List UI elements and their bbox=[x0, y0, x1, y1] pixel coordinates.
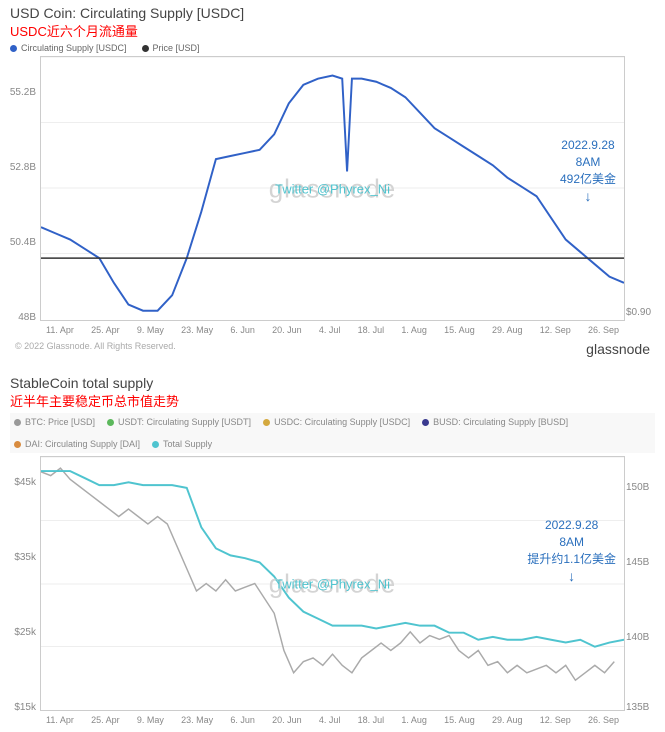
x-tick: 9. May bbox=[137, 715, 164, 725]
arrow-down-icon: ↓ bbox=[560, 187, 616, 207]
chart1-legend: Circulating Supply [USDC] Price [USD] bbox=[10, 43, 655, 53]
y-tick: $15k bbox=[14, 702, 36, 713]
chart2-x-axis: 11. Apr 25. Apr 9. May 23. May 6. Jun 20. Jun… bbox=[41, 715, 624, 725]
x-tick: 11. Apr bbox=[46, 325, 74, 335]
legend-item: Total Supply bbox=[152, 439, 212, 449]
x-tick: 15. Aug bbox=[444, 715, 475, 725]
x-tick: 25. Apr bbox=[91, 715, 120, 725]
y-tick-right: $0.90 bbox=[626, 307, 651, 318]
chart2-container: StableCoin total supply 近半年主要稳定币总市值走势 BT… bbox=[0, 370, 665, 716]
x-tick: 15. Aug bbox=[444, 325, 475, 335]
chart2-twitter-label: Twitter @Phyrex_Ni bbox=[275, 576, 390, 591]
annotation-value: 提升约1.1亿美金 bbox=[527, 551, 616, 568]
chart2-title: StableCoin total supply bbox=[10, 375, 655, 391]
x-tick: 11. Apr bbox=[46, 715, 74, 725]
y-tick-right: 145B bbox=[626, 557, 649, 568]
x-tick: 6. Jun bbox=[230, 325, 255, 335]
chart1-footer: © 2022 Glassnode. All Rights Reserved. g… bbox=[10, 341, 655, 357]
chart1-container: USD Coin: Circulating Supply [USDC] USDC… bbox=[0, 0, 665, 362]
brand-label: glassnode bbox=[586, 341, 650, 357]
y-tick: 48B bbox=[18, 312, 36, 323]
y-tick: $35k bbox=[14, 552, 36, 563]
chart1-annotation: 2022.9.28 8AM 492亿美金 ↓ bbox=[560, 137, 616, 207]
x-tick: 18. Jul bbox=[358, 715, 385, 725]
y-tick-right: 150B bbox=[626, 482, 649, 493]
x-tick: 29. Aug bbox=[492, 715, 523, 725]
x-tick: 12. Sep bbox=[540, 325, 571, 335]
x-tick: 23. May bbox=[181, 325, 213, 335]
y-tick-right: 135B bbox=[626, 702, 649, 713]
chart2-plot-area: glassnode Twitter @Phyrex_Ni 2022.9.28 8… bbox=[40, 456, 625, 711]
x-tick: 26. Sep bbox=[588, 715, 619, 725]
y-tick: $45k bbox=[14, 477, 36, 488]
x-tick: 26. Sep bbox=[588, 325, 619, 335]
legend-item: Circulating Supply [USDC] bbox=[10, 43, 127, 53]
chart1-plot-area: glassnode Twitter @Phyrex_Ni 2022.9.28 8… bbox=[40, 56, 625, 321]
legend-item: BTC: Price [USD] bbox=[14, 417, 95, 427]
x-tick: 4. Jul bbox=[319, 715, 341, 725]
legend-item: USDT: Circulating Supply [USDT] bbox=[107, 417, 251, 427]
annotation-date: 2022.9.28 bbox=[527, 517, 616, 534]
x-tick: 4. Jul bbox=[319, 325, 341, 335]
x-tick: 23. May bbox=[181, 715, 213, 725]
annotation-date: 2022.9.28 bbox=[560, 137, 616, 154]
annotation-time: 8AM bbox=[527, 534, 616, 551]
y-tick: 50.4B bbox=[10, 237, 36, 248]
chart1-subtitle: USDC近六个月流通量 bbox=[10, 21, 655, 40]
annotation-value: 492亿美金 bbox=[560, 171, 616, 188]
y-tick-right: 140B bbox=[626, 632, 649, 643]
x-tick: 18. Jul bbox=[358, 325, 385, 335]
x-tick: 25. Apr bbox=[91, 325, 120, 335]
x-tick: 9. May bbox=[137, 325, 164, 335]
chart2-subtitle: 近半年主要稳定币总市值走势 bbox=[10, 391, 655, 410]
chart1-twitter-label: Twitter @Phyrex_Ni bbox=[275, 181, 390, 196]
x-tick: 29. Aug bbox=[492, 325, 523, 335]
y-tick: 52.8B bbox=[10, 162, 36, 173]
copyright-text: © 2022 Glassnode. All Rights Reserved. bbox=[15, 341, 176, 357]
legend-item: BUSD: Circulating Supply [BUSD] bbox=[422, 417, 568, 427]
legend-item: USDC: Circulating Supply [USDC] bbox=[263, 417, 410, 427]
x-tick: 1. Aug bbox=[401, 715, 427, 725]
y-tick: $25k bbox=[14, 627, 36, 638]
x-tick: 12. Sep bbox=[540, 715, 571, 725]
x-tick: 20. Jun bbox=[272, 325, 302, 335]
chart2-legend: BTC: Price [USD] USDT: Circulating Supply… bbox=[10, 413, 655, 453]
annotation-time: 8AM bbox=[560, 154, 616, 171]
x-tick: 20. Jun bbox=[272, 715, 302, 725]
legend-item: DAI: Circulating Supply [DAI] bbox=[14, 439, 140, 449]
chart1-x-axis: 11. Apr 25. Apr 9. May 23. May 6. Jun 20. Jun… bbox=[41, 325, 624, 335]
chart1-title: USD Coin: Circulating Supply [USDC] bbox=[10, 5, 655, 21]
legend-item: Price [USD] bbox=[142, 43, 200, 53]
x-tick: 6. Jun bbox=[230, 715, 255, 725]
x-tick: 1. Aug bbox=[401, 325, 427, 335]
y-tick: 55.2B bbox=[10, 87, 36, 98]
arrow-down-icon: ↓ bbox=[527, 567, 616, 587]
chart2-annotation: 2022.9.28 8AM 提升约1.1亿美金 ↓ bbox=[527, 517, 616, 587]
